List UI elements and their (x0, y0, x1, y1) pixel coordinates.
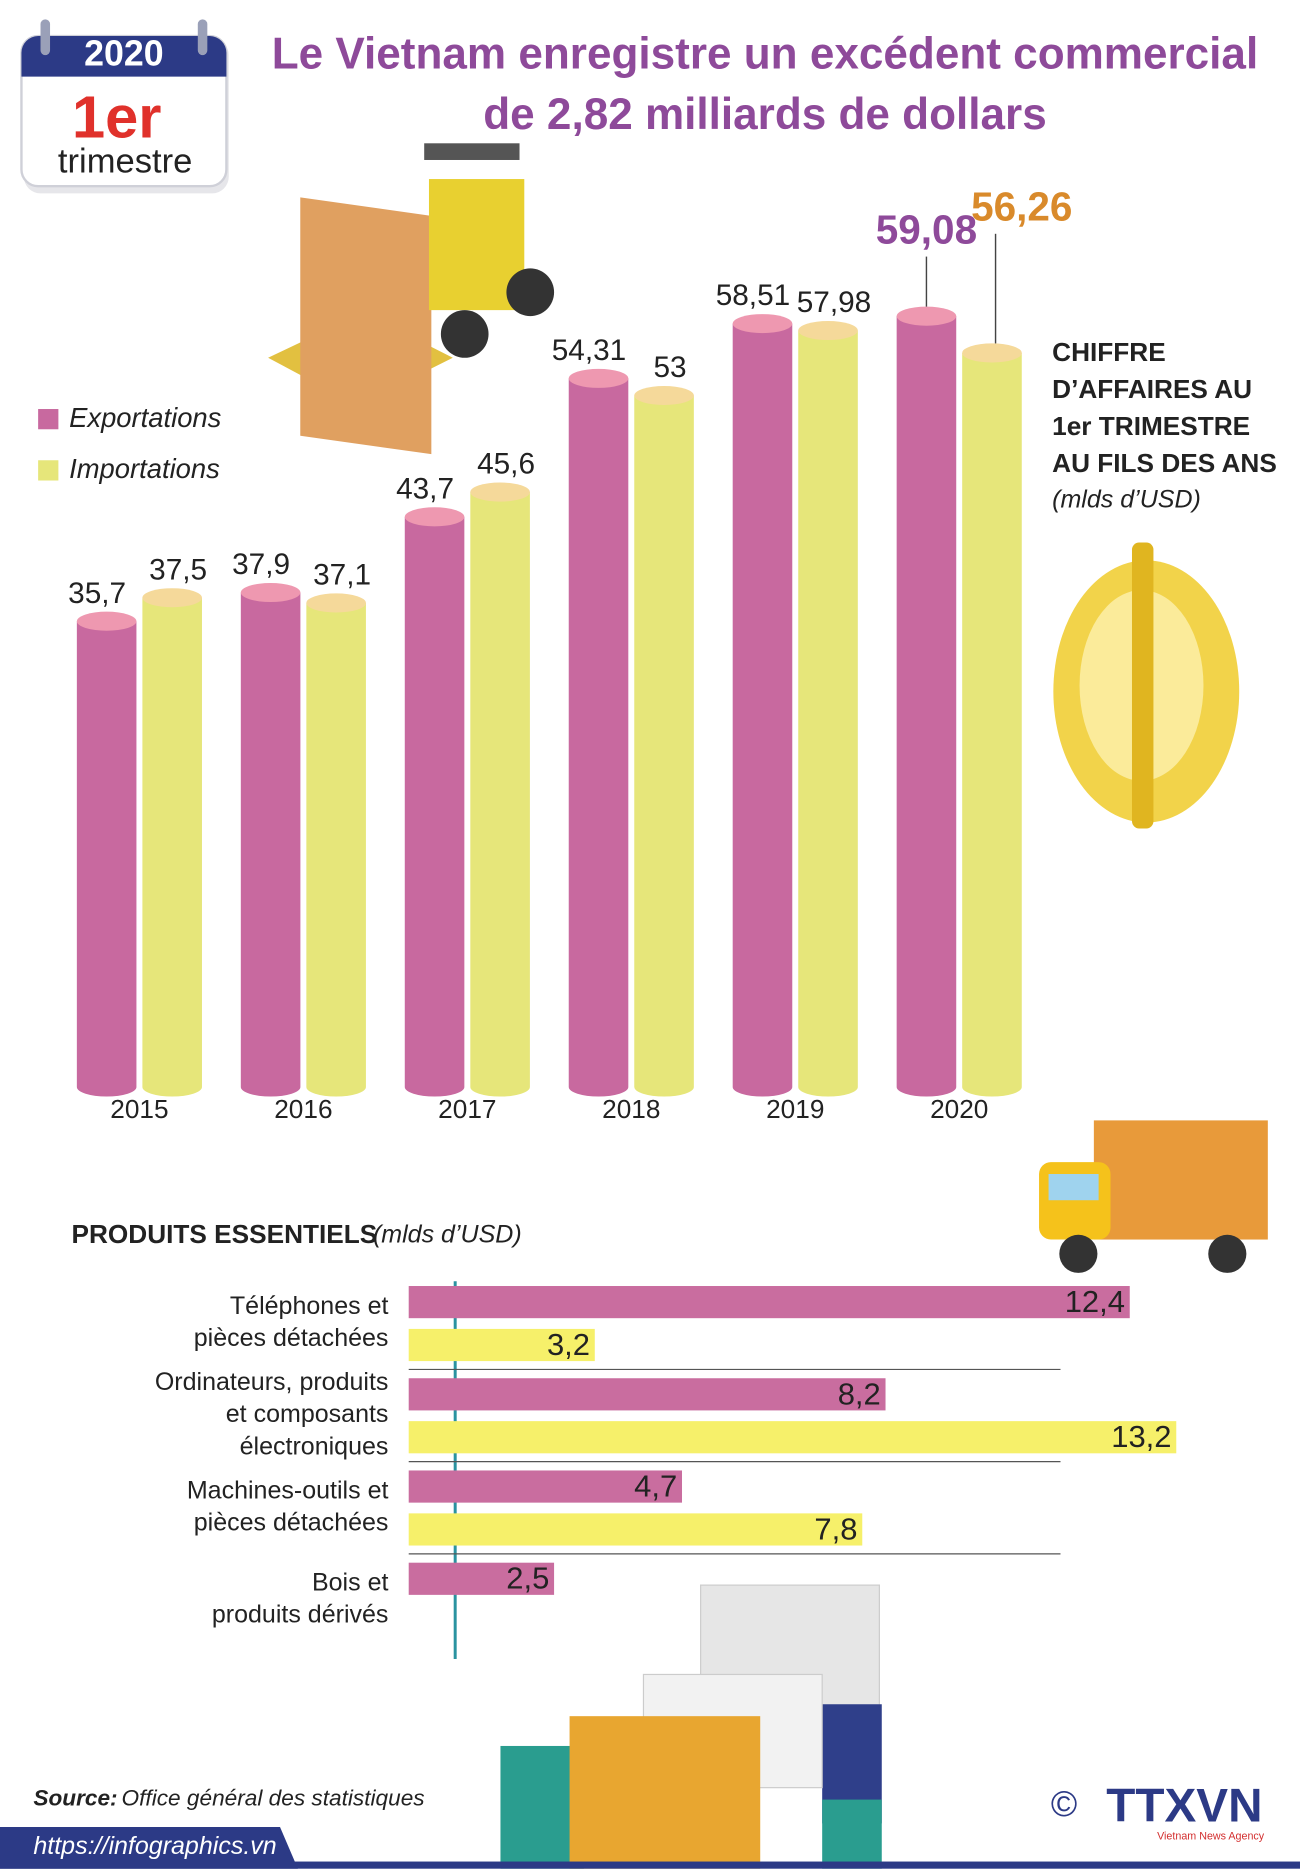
category-label: Téléphones et pièces détachées (194, 1291, 389, 1351)
value-label: 59,08 (876, 206, 977, 252)
bar-cap (404, 507, 465, 527)
forklift-illustration (268, 143, 555, 455)
category-label: Ordinateurs, produits et composants électr… (155, 1368, 389, 1460)
value-label: 57,98 (797, 286, 872, 319)
dollar-illustration (1053, 542, 1240, 829)
chart-subtitle: (mlds d’USD) (373, 1221, 522, 1249)
value-label: 37,9 (232, 548, 290, 581)
bar-cap (470, 482, 530, 502)
value-label: 37,1 (313, 559, 371, 592)
copyright: © (1051, 1784, 1077, 1824)
bar (76, 621, 137, 1097)
legend-swatch (38, 409, 59, 430)
value-label: 7,8 (814, 1511, 857, 1546)
bar-cap (568, 368, 629, 388)
value-label: 2,5 (506, 1561, 549, 1596)
bar (408, 1513, 863, 1546)
bar-cap (76, 611, 137, 631)
badge-band (21, 36, 227, 77)
bar (404, 516, 465, 1097)
value-label: 8,2 (838, 1376, 881, 1411)
bar-cap (634, 385, 694, 406)
badge-rank: 1er (72, 84, 161, 151)
url-band (0, 1826, 298, 1869)
value-label: 54,31 (552, 334, 627, 367)
truck-illustration (1039, 1120, 1268, 1273)
source-label: Source: (33, 1786, 117, 1811)
url: https://infographics.vn (33, 1832, 276, 1860)
chart-title: CHIFFRE D’AFFAIRES AU 1er TRIMESTRE AU FILS… (1052, 337, 1277, 478)
x-tick-label: 2016 (274, 1094, 332, 1124)
bar-cap (142, 588, 202, 608)
badge-ring (40, 19, 51, 56)
agency-sub: Vietnam News Agency (1157, 1830, 1265, 1842)
bar (962, 352, 1022, 1097)
bar (732, 323, 793, 1097)
value-label: 12,4 (1065, 1284, 1125, 1319)
category-label: Machines-outils et pièces détachées (187, 1476, 389, 1536)
bar (408, 1378, 886, 1411)
value-label: 37,5 (149, 553, 207, 586)
bar-cap (732, 314, 793, 334)
bar-cap (962, 343, 1022, 363)
value-label: 13,2 (1111, 1419, 1171, 1454)
x-tick-label: 2019 (766, 1094, 824, 1124)
bar (896, 316, 957, 1097)
bar (142, 597, 202, 1097)
bar (408, 1421, 1177, 1454)
x-tick-label: 2015 (110, 1094, 168, 1124)
value-label: 3,2 (547, 1327, 590, 1362)
bar-cap (306, 593, 366, 613)
value-label: 53 (653, 351, 686, 384)
x-tick-label: 2017 (438, 1094, 496, 1124)
bar-cap (798, 320, 858, 341)
legend-label: Importations (69, 453, 220, 484)
source: Office général des statistiques (122, 1786, 425, 1811)
bar (408, 1470, 683, 1503)
value-label: 58,51 (716, 279, 791, 312)
bar (568, 378, 629, 1097)
bar (240, 592, 301, 1097)
badge-period: trimestre (58, 143, 192, 181)
badge-year: 2020 (84, 34, 164, 74)
bar (306, 602, 366, 1097)
value-label: 4,7 (634, 1469, 677, 1504)
value-label: 35,7 (68, 577, 126, 610)
value-label: 45,6 (477, 448, 535, 481)
bar (634, 395, 694, 1097)
bar (798, 330, 858, 1097)
x-tick-label: 2018 (602, 1094, 660, 1124)
legend-swatch (38, 460, 59, 481)
bar (408, 1328, 595, 1362)
footer-line (0, 1861, 1300, 1869)
containers-illustration (500, 1584, 882, 1869)
value-label: 43,7 (396, 472, 454, 505)
bar-cap (896, 306, 957, 326)
legend-label: Exportations (69, 402, 222, 433)
chart-subtitle: (mlds d’USD) (1052, 485, 1201, 513)
badge-ring (197, 19, 208, 56)
category-label: Bois et produits dérivés (212, 1568, 389, 1628)
agency: TTXVN (1106, 1780, 1262, 1833)
bar-cap (240, 582, 301, 603)
bar (408, 1562, 555, 1595)
page-title: Le Vietnam enregistre un excédent commer… (272, 29, 1258, 139)
chart-title: PRODUITS ESSENTIELS (71, 1219, 377, 1249)
value-label: 56,26 (971, 184, 1072, 230)
x-tick-label: 2020 (930, 1094, 988, 1124)
bar (470, 492, 530, 1097)
bar (408, 1286, 1130, 1319)
